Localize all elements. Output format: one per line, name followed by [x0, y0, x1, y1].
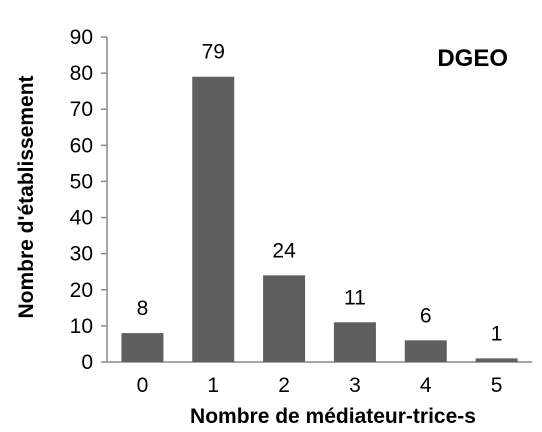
x-axis-ticks: 0 1 2 3 4 5: [137, 374, 503, 397]
y-tick-label: 60: [70, 134, 93, 157]
x-tick-label: 4: [420, 374, 432, 397]
bar-2: [263, 275, 306, 362]
chart-corner-label: DGEO: [437, 45, 508, 72]
y-tick-label: 20: [70, 279, 93, 302]
data-label: 6: [420, 304, 432, 327]
data-labels: 8 79 24 11 6 1: [137, 41, 503, 346]
data-label: 8: [137, 297, 149, 320]
bar-4: [404, 340, 447, 362]
bar-5: [475, 358, 518, 362]
x-tick-label: 2: [278, 374, 290, 397]
bar-1: [192, 76, 235, 362]
data-label: 24: [272, 239, 296, 262]
y-tick-label: 40: [70, 207, 93, 230]
y-axis-ticks: 0 10 20 30 40 50 60 70 80 90: [70, 26, 107, 374]
y-tick-label: 30: [70, 243, 93, 266]
x-axis-title: Nombre de médiateur-trice-s: [190, 405, 476, 428]
x-tick-label: 0: [137, 374, 149, 397]
x-tick-label: 1: [207, 374, 219, 397]
y-tick-label: 10: [70, 315, 93, 338]
y-tick-label: 50: [70, 170, 93, 193]
data-label: 11: [344, 286, 366, 309]
y-tick-label: 90: [70, 26, 93, 49]
axes: [106, 37, 532, 363]
y-tick-label: 0: [81, 351, 93, 374]
bar-0: [121, 333, 164, 362]
data-label: 79: [202, 41, 225, 64]
data-label: 1: [491, 322, 503, 345]
x-tick-label: 3: [349, 374, 361, 397]
bar-3: [333, 322, 376, 362]
y-axis-title: Nombre d'établissement: [15, 75, 38, 318]
y-tick-label: 80: [70, 62, 93, 85]
y-tick-label: 70: [70, 98, 93, 121]
bars: [121, 76, 518, 362]
x-tick-label: 5: [491, 374, 503, 397]
